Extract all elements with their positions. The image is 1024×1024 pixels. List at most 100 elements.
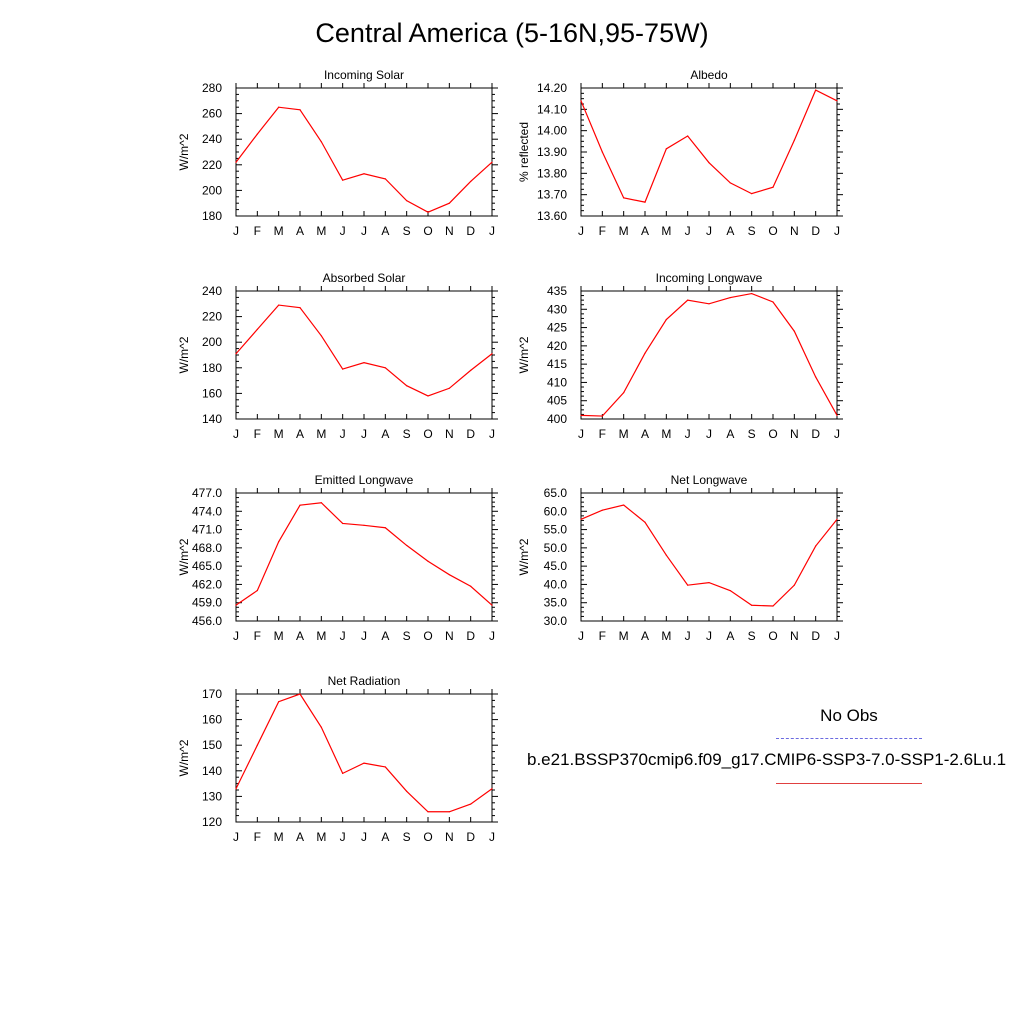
plot-frame [580,492,838,622]
x-tick-label: J [578,629,584,643]
x-tick-label: A [726,224,734,238]
data-point [815,545,817,547]
x-tick-label: J [233,224,239,238]
y-tick-label: 415 [547,357,567,371]
data-point [448,574,450,576]
data-point [687,135,689,137]
data-point [708,303,710,305]
data-point [256,589,258,592]
y-tick-label: 150 [202,738,222,752]
x-tick-label: N [445,427,454,441]
data-point [406,544,408,547]
x-tick-label: O [423,427,432,441]
data-point [342,179,344,181]
y-tick-label: 130 [202,789,222,803]
x-tick-label: A [641,629,649,643]
x-tick-label: J [361,629,367,643]
x-tick-label: J [340,830,346,844]
x-tick-label: O [423,830,432,844]
data-point [363,362,365,364]
data-point [772,186,774,188]
data-point [384,178,386,180]
series-line [580,504,838,607]
data-point [793,139,795,141]
y-tick-label: 180 [202,209,222,223]
data-point [448,202,450,204]
y-tick-label: 462.0 [192,577,222,591]
y-tick-label: 474.0 [192,504,222,518]
series-line [235,693,493,813]
x-tick-label: D [466,830,475,844]
x-tick-label: J [489,427,495,441]
data-point [815,89,817,91]
x-tick-label: F [599,629,606,643]
y-axis-label: W/m^2 [517,538,531,575]
x-tick-label: S [403,224,411,238]
data-point [751,292,753,295]
y-tick-label: 13.90 [537,145,567,159]
legend-obs-label: No Obs [820,706,878,725]
data-point [278,701,280,703]
x-tick-label: D [811,629,820,643]
x-tick-label: J [233,427,239,441]
x-tick-label: J [578,427,584,441]
data-point [470,369,472,371]
x-tick-label: D [811,224,820,238]
x-tick-label: J [834,629,840,643]
x-tick-label: F [254,629,261,643]
data-point [491,161,493,163]
y-tick-label: 13.60 [537,209,567,223]
data-point [256,133,258,135]
plot-frame [580,290,838,420]
data-point [729,590,731,592]
data-point [363,173,365,175]
y-tick-label: 120 [202,815,222,829]
x-tick-label: S [748,427,756,441]
x-tick-label: M [316,830,326,844]
legend-model-line [776,783,922,784]
y-axis-label: % reflected [517,122,531,182]
data-point [836,100,838,102]
data-point [235,353,237,355]
data-point [320,141,322,143]
y-tick-label: 435 [547,284,567,298]
y-tick-label: 200 [202,335,222,349]
x-tick-label: D [466,224,475,238]
x-tick-label: N [445,629,454,643]
series-line [580,89,838,203]
y-tick-label: 14.00 [537,124,567,138]
data-point [470,585,472,587]
data-point [235,604,237,606]
y-tick-label: 430 [547,302,567,316]
x-tick-label: J [233,830,239,844]
data-point [384,766,386,768]
plot-frame [580,87,838,217]
panel-title: Incoming Longwave [656,271,763,285]
y-tick-label: 459.0 [192,596,222,610]
series-line [580,292,838,417]
data-point [299,109,301,111]
y-tick-label: 180 [202,361,222,375]
series-line [235,304,493,397]
panel-title: Net Radiation [328,674,401,688]
page-title: Central America (5-16N,95-75W) [315,18,709,48]
y-tick-label: 471.0 [192,523,222,537]
data-point [427,811,429,813]
x-tick-label: M [661,224,671,238]
y-tick-label: 456.0 [192,614,222,628]
x-tick-label: A [381,224,389,238]
x-tick-label: A [726,427,734,441]
x-tick-label: J [685,224,691,238]
x-tick-label: D [466,629,475,643]
x-tick-label: J [578,224,584,238]
x-tick-label: N [445,830,454,844]
x-tick-label: N [445,224,454,238]
data-point [793,584,795,586]
data-point [320,726,322,728]
x-tick-label: F [599,224,606,238]
y-tick-label: 60.0 [544,504,568,518]
data-point [708,582,710,584]
x-tick-label: D [811,427,820,441]
